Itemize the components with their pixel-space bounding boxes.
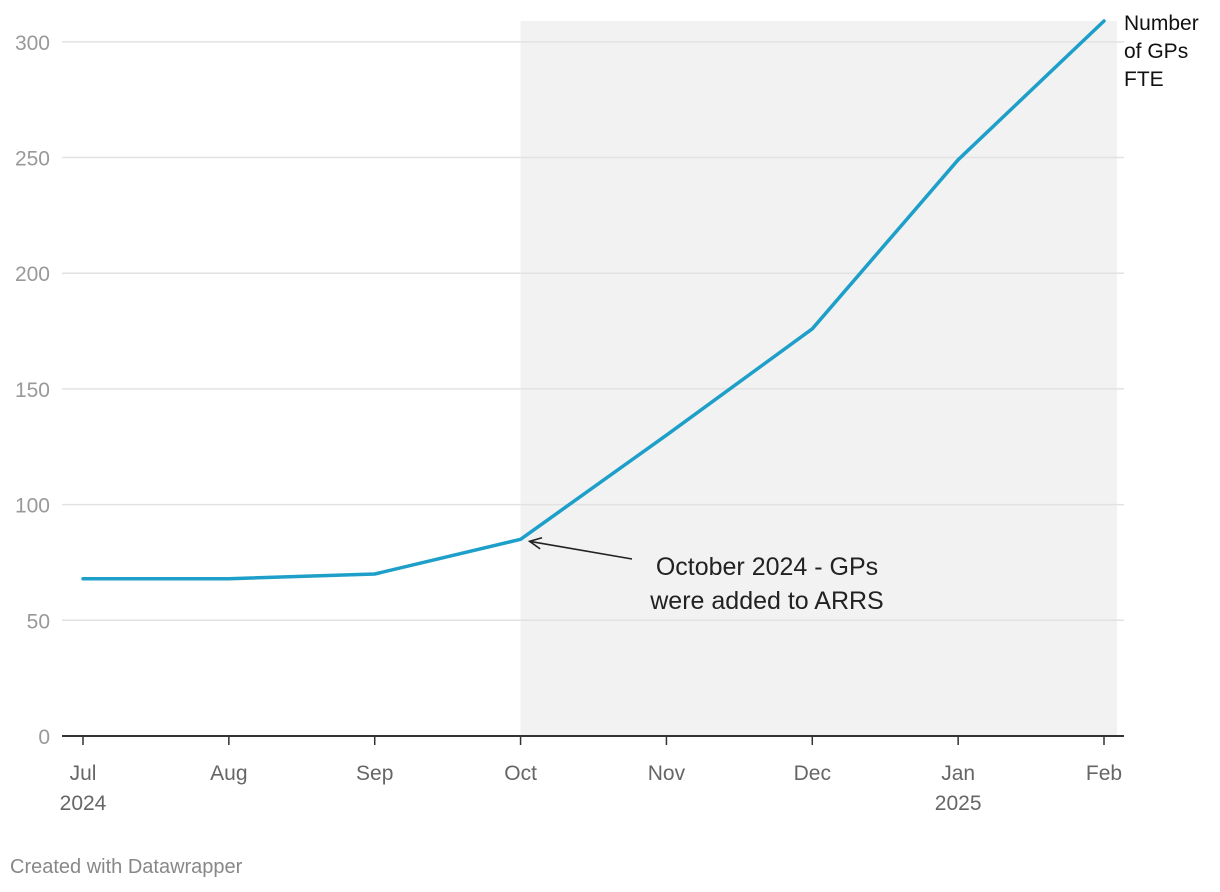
x-tick-year: 2024: [60, 792, 107, 815]
annotation-arrowhead: [527, 536, 543, 550]
y-tick-label: 0: [38, 726, 50, 749]
line-chart: 0 50 100 150 200 250 300 Jul 2024 Aug Sep Oct Nov De…: [15, 12, 1199, 815]
x-tick-label: Dec: [794, 762, 831, 785]
x-tick-label: Oct: [504, 762, 537, 785]
y-tick-label: 150: [15, 379, 50, 402]
series-layer: Number of GPs FTE: [81, 12, 1199, 581]
y-tick-label: 250: [15, 148, 50, 171]
series-label: FTE: [1124, 68, 1164, 91]
series-label: of GPs: [1124, 40, 1188, 63]
annotation-text: October 2024 - GPs: [656, 553, 878, 581]
x-tick-label: Aug: [210, 762, 247, 785]
x-tick-year: 2025: [935, 792, 982, 815]
x-tick-label: Jul: [70, 762, 97, 785]
y-tick-label: 300: [15, 32, 50, 55]
x-tick-label: Jan: [941, 762, 975, 785]
credit-text: Created with Datawrapper: [10, 856, 243, 878]
x-tick-label: Feb: [1086, 762, 1122, 785]
y-tick-label: 50: [27, 610, 50, 633]
y-tick-label: 100: [15, 495, 50, 518]
x-tick-label: Nov: [648, 762, 686, 785]
annotation-arrow: [529, 540, 633, 560]
x-tick-label: Sep: [356, 762, 393, 785]
series-line: [81, 19, 1106, 581]
x-axis: Jul 2024 Aug Sep Oct Nov Dec Jan 2025 Feb: [60, 735, 1124, 815]
highlight-layer: [520, 21, 1117, 736]
series-label: Number: [1124, 12, 1199, 35]
annotation-text: were added to ARRS: [649, 587, 883, 615]
y-tick-label: 200: [15, 263, 50, 286]
highlight-band: [520, 21, 1117, 736]
annotation-layer: October 2024 - GPs were added to ARRS: [527, 536, 884, 615]
grid-layer: 0 50 100 150 200 250 300: [15, 32, 1124, 749]
